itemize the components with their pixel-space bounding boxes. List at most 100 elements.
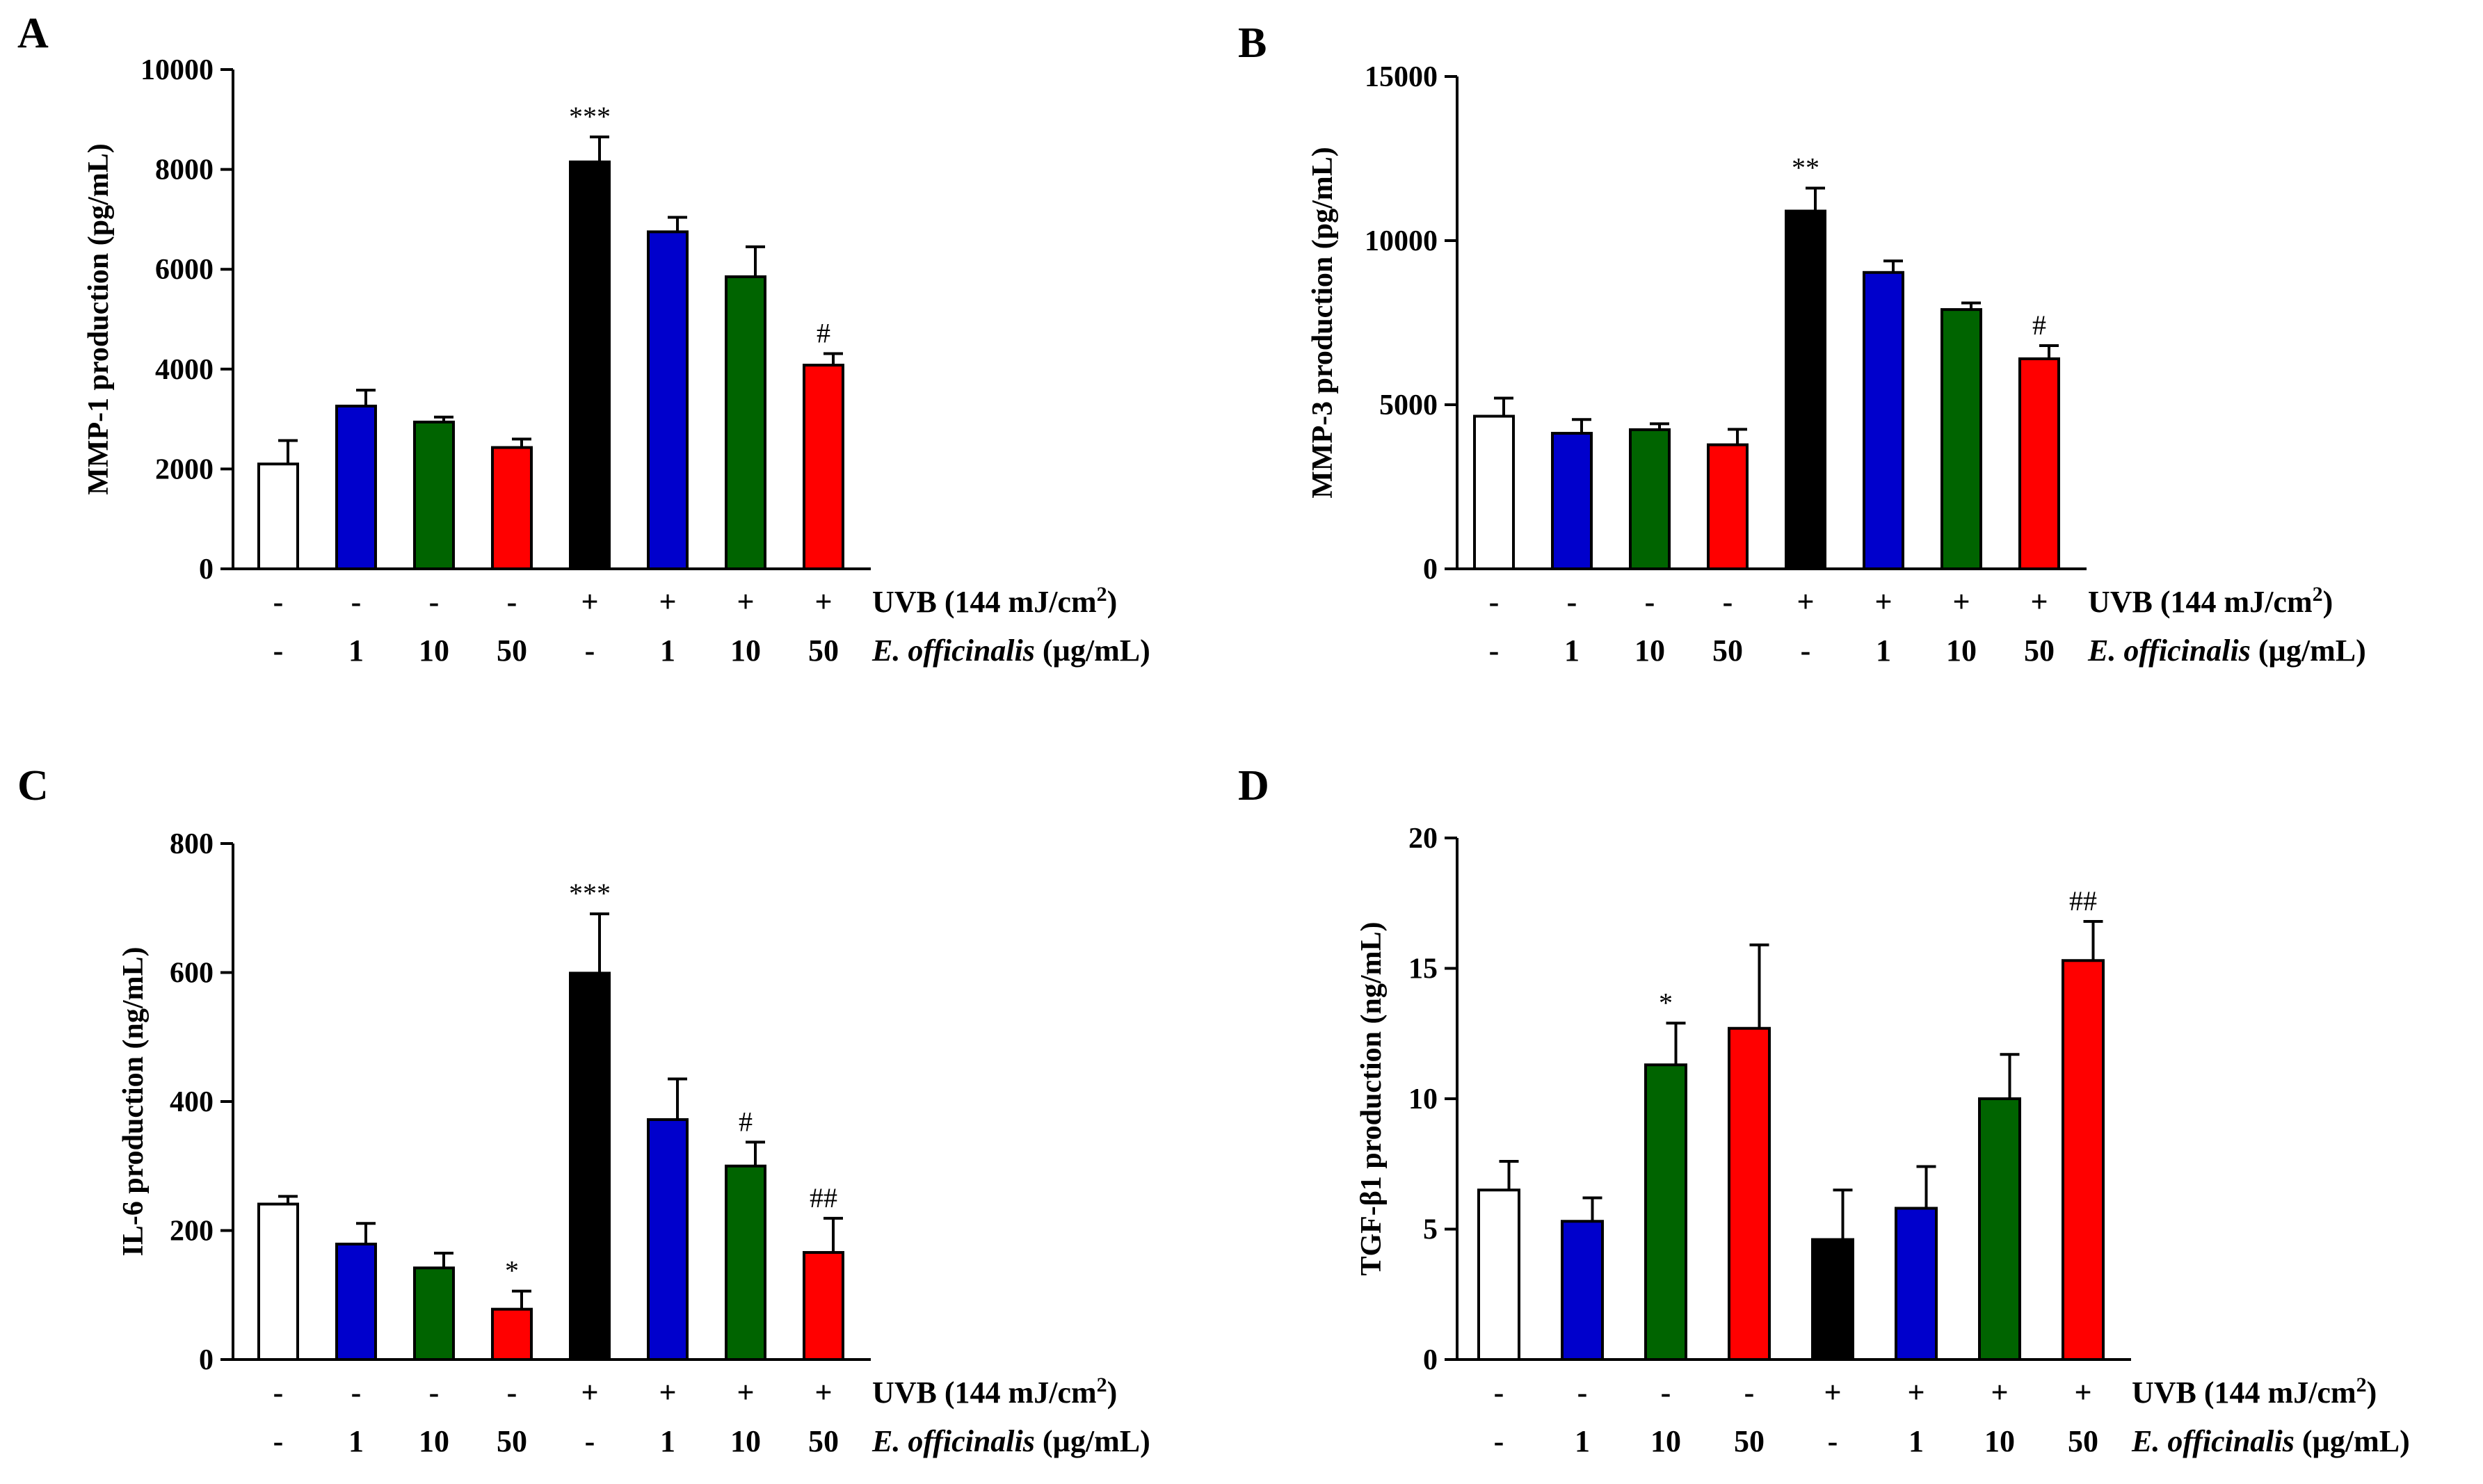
bar-a-2	[335, 404, 377, 570]
uvb-row-label-close: )	[1107, 585, 1118, 619]
bar-c-1	[257, 1202, 299, 1362]
dose-row-label: E. officinalis (µg/mL)	[871, 1424, 1150, 1458]
uvb-row-label-sup: 2	[2313, 583, 2323, 606]
y-tick-label: 0	[1423, 1344, 1438, 1376]
significance-marker: #	[2032, 309, 2046, 341]
bar-d-2	[1561, 1220, 1604, 1361]
dose-condition: 50	[2024, 634, 2055, 668]
bar-c-5	[569, 971, 611, 1361]
uvb-row-label-text: UVB (144 mJ/cm	[872, 1376, 1097, 1410]
bar-c-6	[647, 1118, 689, 1361]
uvb-condition: +	[1824, 1376, 1841, 1410]
bar-a-7	[725, 275, 766, 570]
dose-condition: 1	[1876, 634, 1891, 668]
dose-condition: 1	[1575, 1424, 1590, 1458]
dose-row-label: E. officinalis (µg/mL)	[2131, 1424, 2410, 1458]
uvb-condition: +	[1797, 585, 1814, 619]
significance-marker: #	[817, 318, 830, 349]
uvb-condition: -	[273, 585, 284, 619]
y-tick-label: 2000	[155, 453, 214, 485]
y-tick-label: 5000	[1379, 389, 1438, 421]
y-tick-label: 6000	[155, 254, 214, 286]
bar-a-5	[569, 160, 611, 570]
bar-c-2	[335, 1242, 377, 1362]
bar-a-4	[491, 446, 533, 570]
uvb-condition: +	[1907, 1376, 1924, 1410]
bar-b-7	[1940, 308, 1982, 570]
y-tick-label: 0	[199, 554, 214, 586]
bar-c-4	[491, 1307, 533, 1362]
bar-d-4	[1728, 1026, 1771, 1361]
bar-a-6	[647, 230, 689, 570]
dose-row-label-italic: E. officinalis	[2131, 1424, 2295, 1458]
uvb-row-label: UVB (144 mJ/cm2)	[2132, 1373, 2377, 1410]
y-tick-label: 5	[1423, 1214, 1438, 1246]
uvb-condition: -	[1494, 1376, 1504, 1410]
uvb-condition: +	[2030, 585, 2048, 619]
dose-row-label-italic: E. officinalis	[2087, 634, 2251, 668]
panel-letter-b: B	[1238, 19, 1267, 67]
dose-condition: -	[1801, 634, 1811, 668]
bar-d-8	[2062, 959, 2105, 1361]
bar-d-1	[1477, 1188, 1520, 1361]
uvb-row-label: UVB (144 mJ/cm2)	[2088, 583, 2333, 620]
dose-condition: -	[273, 1424, 284, 1458]
significance-marker: **	[1792, 152, 1819, 183]
dose-condition: 10	[1946, 634, 1977, 668]
dose-condition: 1	[348, 1424, 364, 1458]
y-tick-label: 10	[1408, 1083, 1438, 1115]
bar-d-7	[1978, 1097, 2021, 1361]
y-tick-label: 4000	[155, 354, 214, 386]
bar-b-1	[1473, 414, 1515, 571]
dose-row-label-italic: E. officinalis	[871, 1424, 1035, 1458]
panel-letter-c: C	[17, 762, 49, 809]
significance-marker: *	[1659, 987, 1673, 1018]
y-axis-title: IL-6 production (ng/mL)	[118, 947, 150, 1257]
uvb-condition: -	[1567, 585, 1577, 619]
uvb-condition: -	[429, 585, 440, 619]
y-tick-label: 15000	[1365, 61, 1438, 93]
y-tick-label: 8000	[155, 154, 214, 186]
panel-letter-a: A	[17, 10, 49, 57]
uvb-condition: -	[507, 585, 517, 619]
y-tick-label: 0	[199, 1344, 214, 1376]
significance-marker: ***	[569, 878, 611, 909]
dose-condition: 1	[660, 634, 675, 668]
uvb-condition: +	[659, 1376, 676, 1410]
uvb-condition: +	[659, 585, 676, 619]
dose-row-label-italic: E. officinalis	[871, 634, 1035, 668]
dose-condition: 10	[419, 1424, 449, 1458]
uvb-condition: -	[1723, 585, 1733, 619]
dose-condition: 10	[1984, 1424, 2015, 1458]
y-tick-label: 400	[170, 1086, 214, 1118]
uvb-row-label-close: )	[2367, 1376, 2377, 1410]
y-tick-label: 10000	[1365, 225, 1438, 257]
y-axis-title: MMP-1 production (pg/mL)	[83, 143, 115, 495]
uvb-condition: -	[1744, 1376, 1755, 1410]
panel-c: C 0 200 400 600 800 IL-6 production (ng/mL) - - -…	[17, 762, 1150, 1458]
dose-row-label: E. officinalis (µg/mL)	[871, 634, 1150, 668]
dose-condition: -	[585, 634, 595, 668]
uvb-row-label: UVB (144 mJ/cm2)	[872, 1373, 1117, 1410]
uvb-condition: +	[2074, 1376, 2091, 1410]
bar-a-8	[803, 364, 844, 571]
dose-condition: 10	[730, 634, 761, 668]
bar-b-4	[1707, 443, 1749, 570]
uvb-row-label-sup: 2	[1097, 1373, 1107, 1396]
dose-condition: 50	[497, 634, 527, 668]
significance-marker: ##	[810, 1182, 837, 1213]
uvb-condition: -	[429, 1376, 440, 1410]
panel-letter-d: D	[1238, 762, 1269, 809]
bar-c-7	[725, 1164, 766, 1361]
dose-condition: 1	[660, 1424, 675, 1458]
dose-condition: 1	[348, 634, 364, 668]
bar-a-1	[257, 462, 299, 570]
uvb-row-label-sup: 2	[2356, 1373, 2367, 1396]
bar-b-5	[1785, 209, 1826, 570]
y-tick-label: 600	[170, 958, 214, 990]
dose-condition: 50	[497, 1424, 527, 1458]
bar-b-8	[2018, 357, 2060, 570]
bar-a-3	[413, 420, 455, 571]
dose-condition: 50	[1734, 1424, 1765, 1458]
